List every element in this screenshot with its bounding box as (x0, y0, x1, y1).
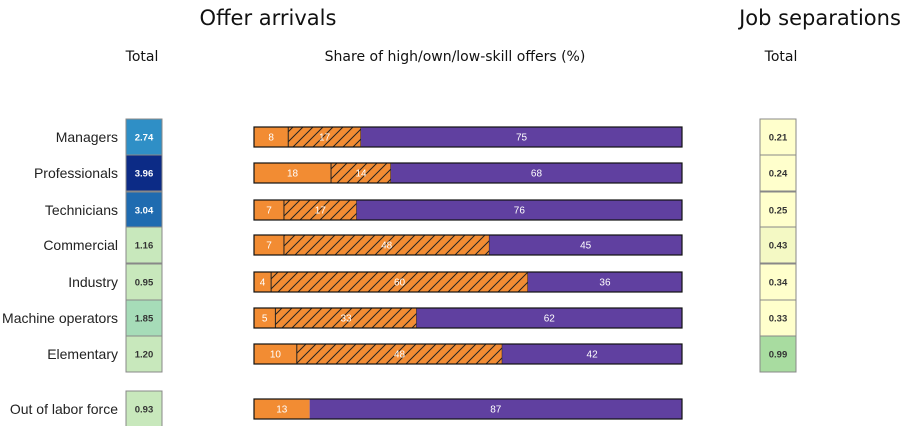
row-label-industry: Industry (68, 274, 118, 290)
separation-cell-technicians (759, 191, 797, 229)
separation-value-commercial: 0.43 (769, 241, 788, 252)
row-label-managers: Managers (56, 129, 118, 145)
bar-low-managers (361, 127, 682, 147)
offer-cell-machine-operators (125, 299, 163, 337)
bar-outline-technicians (253, 199, 683, 221)
bar-low-commercial (489, 235, 682, 255)
bar-high-label-professionals: 18 (287, 169, 299, 180)
separation-cell-commercial (759, 226, 797, 264)
bar-low-industry (527, 272, 682, 292)
bar-low-label-commercial: 45 (580, 241, 592, 252)
offer-cell-industry (125, 263, 163, 301)
offer-value-managers: 2.74 (135, 133, 154, 144)
bar-high-managers (254, 127, 289, 147)
row-label-commercial: Commercial (43, 237, 118, 253)
offer-value-industry: 0.95 (135, 278, 154, 289)
bar-low-professionals (390, 163, 682, 183)
bar-high-label-elementary: 10 (270, 350, 282, 361)
separations-total-header: Total (764, 49, 798, 65)
offer-cell-technicians (125, 191, 163, 229)
bar-outline-managers (253, 126, 683, 148)
bar-own-label-industry: 60 (394, 278, 406, 289)
bar-outline-machine-operators (253, 307, 683, 329)
share-header: Share of high/own/low-skill offers (%) (325, 49, 586, 65)
bar-low-label-technicians: 76 (514, 206, 526, 217)
separation-cell-professionals (759, 154, 797, 192)
bar-low-technicians (356, 200, 682, 220)
offer-value-elementary: 1.20 (135, 350, 154, 361)
offer-cell-elementary (125, 335, 163, 373)
bar-low-label-managers: 75 (516, 133, 528, 144)
separation-value-technicians: 0.25 (769, 206, 788, 217)
bar-high-label-machine-operators: 5 (262, 314, 268, 325)
bar-low-elementary (502, 344, 682, 364)
separation-cell-elementary (759, 335, 797, 373)
row-label-machine-operators: Machine operators (2, 310, 118, 326)
offer-total-header: Total (125, 49, 159, 65)
bar-outline-commercial (253, 234, 683, 256)
job-separations-title: Job separations (737, 6, 901, 30)
bar-own-label-machine-operators: 33 (340, 314, 352, 325)
bar-own-label-technicians: 17 (315, 206, 327, 217)
offer-cell-managers (125, 118, 163, 156)
separation-value-machine-operators: 0.33 (769, 314, 788, 325)
bar-high-label-industry: 4 (260, 278, 266, 289)
row-label-technicians: Technicians (45, 202, 118, 218)
bar-high-label-managers: 8 (268, 133, 274, 144)
bar-high-out-of-labor-force (254, 399, 310, 419)
bar-own-label-elementary: 48 (394, 350, 406, 361)
separation-value-professionals: 0.24 (769, 169, 788, 180)
bar-low-label-industry: 36 (599, 278, 611, 289)
separation-value-elementary: 0.99 (769, 350, 788, 361)
offer-value-commercial: 1.16 (135, 241, 154, 252)
bar-own-label-professionals: 14 (355, 169, 367, 180)
offer-value-out-of-labor-force: 0.93 (135, 405, 154, 416)
row-label-elementary: Elementary (47, 346, 118, 362)
bar-low-label-professionals: 68 (531, 169, 543, 180)
separation-value-industry: 0.34 (769, 278, 788, 289)
bar-outline-professionals (253, 162, 683, 184)
bar-high-technicians (254, 200, 284, 220)
bar-low-label-elementary: 42 (587, 350, 599, 361)
row-label-out-of-labor-force: Out of labor force (10, 401, 118, 417)
bar-own-label-managers: 17 (319, 133, 331, 144)
offer-value-technicians: 3.04 (135, 206, 154, 217)
offer-value-professionals: 3.96 (135, 169, 154, 180)
bar-low-out-of-labor-force (309, 399, 682, 419)
bar-low-label-out-of-labor-force: 87 (490, 405, 502, 416)
bar-high-label-out-of-labor-force: 13 (276, 405, 288, 416)
separation-value-managers: 0.21 (769, 133, 788, 144)
offer-cell-professionals (125, 154, 163, 192)
bar-high-label-technicians: 7 (266, 206, 272, 217)
bar-outline-out-of-labor-force (253, 398, 683, 420)
row-label-professionals: Professionals (34, 165, 118, 181)
offer-value-machine-operators: 1.85 (135, 314, 154, 325)
separation-cell-managers (759, 118, 797, 156)
offer-cell-out-of-labor-force (125, 390, 163, 426)
offer-arrivals-title: Offer arrivals (200, 6, 337, 30)
bar-high-professionals (254, 163, 332, 183)
bar-high-commercial (254, 235, 284, 255)
bar-own-label-commercial: 48 (381, 241, 393, 252)
offer-cell-commercial (125, 226, 163, 264)
bar-high-elementary (254, 344, 297, 364)
bar-high-label-commercial: 7 (266, 241, 272, 252)
bar-outline-elementary (253, 343, 683, 365)
bar-low-machine-operators (416, 308, 682, 328)
bar-outline-industry (253, 271, 683, 293)
bar-low-label-machine-operators: 62 (544, 314, 556, 325)
bar-high-industry (254, 272, 272, 292)
bar-high-machine-operators (254, 308, 276, 328)
separation-cell-machine-operators (759, 299, 797, 337)
